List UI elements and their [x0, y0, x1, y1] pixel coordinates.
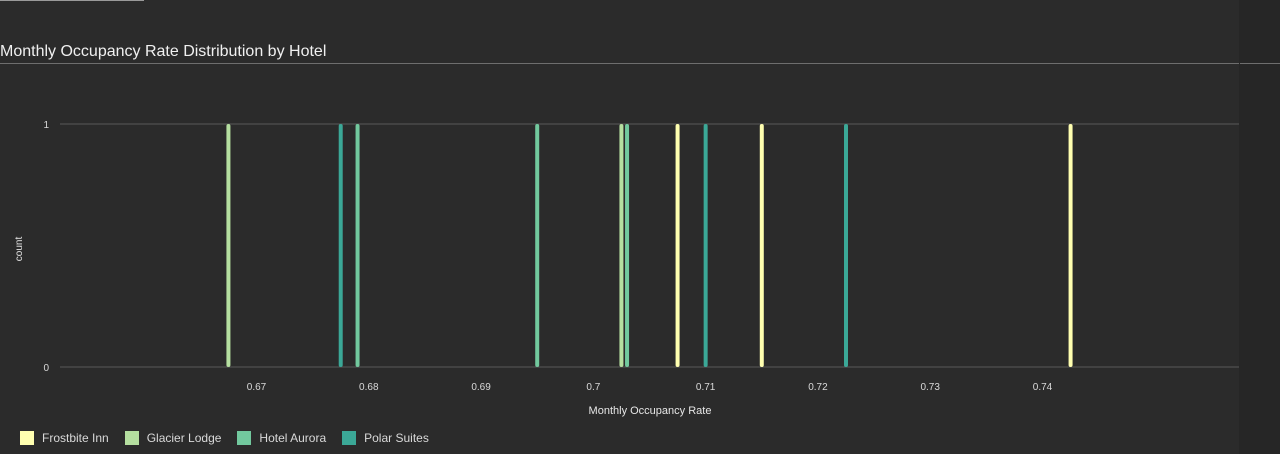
x-tick-label: 0.71	[696, 382, 716, 393]
legend-item[interactable]: Hotel Aurora	[237, 431, 326, 445]
legend-item[interactable]: Polar Suites	[342, 431, 429, 445]
title-divider	[0, 63, 1280, 64]
legend-swatch	[237, 431, 252, 445]
chart-title: Monthly Occupancy Rate Distribution by H…	[0, 43, 327, 60]
x-tick-label: 0.7	[586, 382, 600, 393]
y-tick-label: 0	[43, 363, 49, 374]
title-divider-gap	[1239, 63, 1240, 64]
x-tick-label: 0.69	[471, 382, 491, 393]
x-tick-label: 0.68	[359, 382, 379, 393]
legend-label: Hotel Aurora	[259, 431, 327, 445]
chart-legend: Frostbite Inn Glacier Lodge Hotel Aurora Po…	[20, 431, 445, 445]
legend-item[interactable]: Glacier Lodge	[124, 431, 222, 445]
legend-swatch	[124, 431, 139, 445]
bar	[625, 124, 630, 367]
legend-label: Glacier Lodge	[146, 431, 222, 445]
x-tick-label: 0.73	[920, 382, 940, 393]
bar	[338, 124, 343, 367]
legend-label: Polar Suites	[364, 431, 429, 445]
x-tick-label: 0.72	[808, 382, 828, 393]
legend-item[interactable]: Frostbite Inn	[20, 431, 109, 445]
y-tick-label: 1	[43, 120, 49, 131]
top-tab-indicator	[0, 0, 144, 1]
bar	[226, 124, 231, 367]
x-axis-label: Monthly Occupancy Rate	[589, 405, 712, 417]
bar	[535, 124, 540, 367]
legend-label: Frostbite Inn	[42, 431, 109, 445]
bar	[619, 124, 624, 367]
x-tick-label: 0.74	[1033, 382, 1053, 393]
bar	[355, 124, 360, 367]
bar	[703, 124, 708, 367]
bar	[675, 124, 680, 367]
y-axis-label: count	[14, 237, 25, 262]
legend-swatch	[342, 431, 357, 445]
legend-swatch	[20, 431, 34, 445]
bar	[1068, 124, 1073, 367]
bar	[844, 124, 848, 367]
bar	[759, 124, 764, 367]
x-tick-label: 0.67	[247, 382, 267, 393]
